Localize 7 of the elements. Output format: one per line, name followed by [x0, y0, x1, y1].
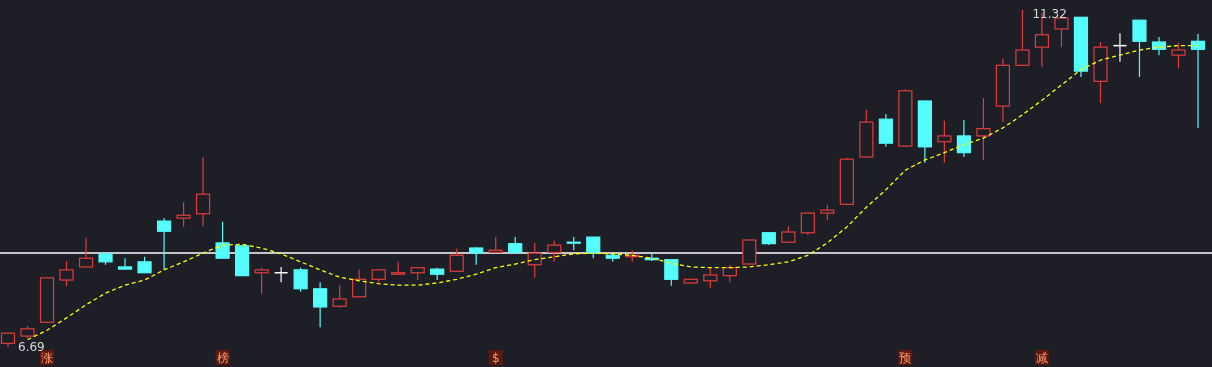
x-tick-label: 预 [899, 351, 912, 365]
x-tick-label: 榜 [216, 351, 229, 365]
annotation: 6.69 [18, 340, 45, 354]
x-tick-label: $ [491, 351, 500, 365]
x-tick-label: 涨 [41, 351, 54, 365]
annotation: 11.32 [1032, 7, 1067, 21]
x-tick-label: 减 [1035, 351, 1048, 365]
